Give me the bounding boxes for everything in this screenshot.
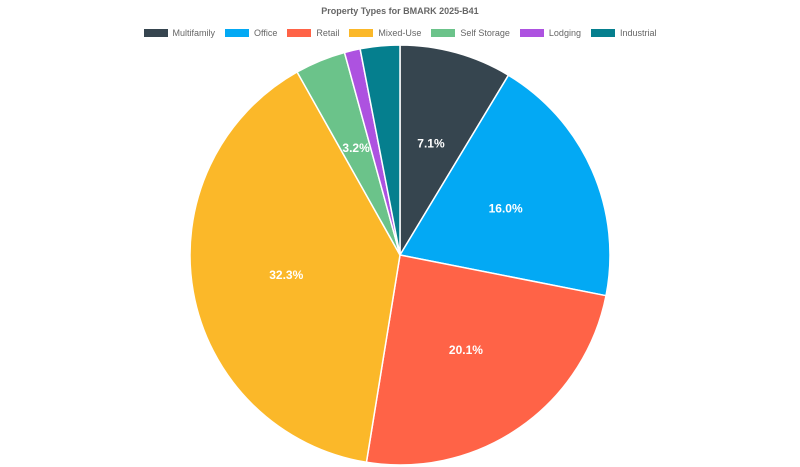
pie-slice-office[interactable] (398, 74, 611, 297)
pie-slice-multifamily[interactable] (399, 44, 510, 258)
legend-swatch (287, 29, 312, 37)
legend-swatch (590, 29, 615, 37)
legend-item-mixed-use[interactable]: Mixed-Use (349, 28, 421, 38)
chart-title: Property Types for BMARK 2025-B41 (321, 6, 479, 16)
legend: Multifamily Office Retail Mixed-Use Self Sto… (0, 28, 800, 38)
legend-item-self-storage[interactable]: Self Storage (431, 28, 510, 38)
slice-value-label: 16.0% (489, 201, 523, 215)
legend-item-industrial[interactable]: Industrial (590, 28, 657, 38)
legend-label: Retail (316, 28, 340, 38)
slice-value-label: 20.1% (449, 343, 483, 357)
legend-item-retail[interactable]: Retail (287, 28, 339, 38)
legend-label: Self Storage (460, 28, 510, 38)
legend-item-office[interactable]: Office (225, 28, 277, 38)
pie-slice-mixed-use[interactable] (189, 70, 401, 464)
legend-swatch (349, 29, 374, 37)
slice-value-label: 3.2% (342, 141, 370, 155)
pie-slice-industrial[interactable] (359, 44, 401, 256)
legend-swatch (225, 29, 250, 37)
legend-swatch (431, 29, 456, 37)
legend-label: Multifamily (172, 28, 216, 38)
legend-swatch (143, 29, 168, 37)
pie-slice-retail[interactable] (365, 254, 607, 466)
legend-label: Lodging (548, 28, 581, 38)
slice-value-label: 32.3% (269, 268, 303, 282)
legend-item-multifamily[interactable]: Multifamily (143, 28, 216, 38)
legend-item-lodging[interactable]: Lodging (519, 28, 581, 38)
legend-label: Industrial (619, 28, 657, 38)
legend-label: Mixed-Use (378, 28, 422, 38)
legend-swatch (519, 29, 544, 37)
legend-label: Office (254, 28, 278, 38)
slice-value-label: 7.1% (417, 137, 445, 151)
